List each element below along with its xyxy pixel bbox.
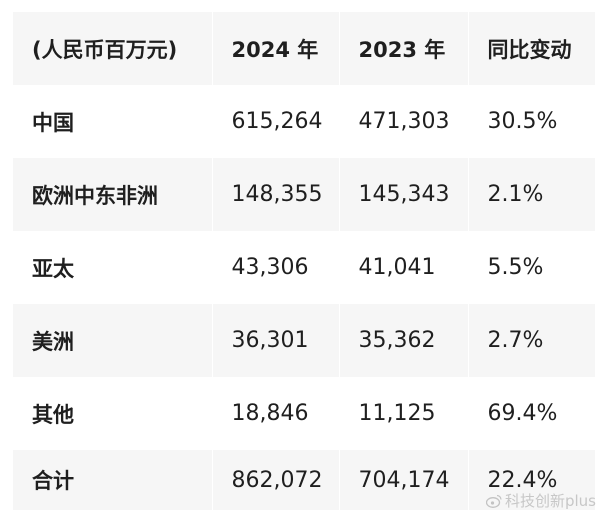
value-2023: 35,362: [339, 304, 469, 377]
value-2024: 36,301: [212, 304, 340, 377]
region-label: 美洲: [13, 304, 213, 377]
revenue-by-region-table: (人民币百万元) 2024 年 2023 年 同比变动 中国 615,264 4…: [13, 12, 595, 510]
region-label: 亚太: [13, 231, 213, 304]
watermark: 科技创新plus: [485, 490, 596, 511]
table-row-americas: 美洲 36,301 35,362 2.7%: [13, 304, 595, 377]
value-2023: 11,125: [339, 377, 469, 450]
region-label: 欧洲中东非洲: [13, 158, 213, 231]
value-2024: 148,355: [212, 158, 340, 231]
header-unit: (人民币百万元): [13, 12, 213, 85]
value-change: 22.4%: [468, 450, 595, 510]
revenue-table-container: (人民币百万元) 2024 年 2023 年 同比变动 中国 615,264 4…: [13, 12, 595, 510]
table-header-row: (人民币百万元) 2024 年 2023 年 同比变动: [13, 12, 595, 85]
value-2023: 471,303: [339, 85, 469, 158]
value-2023: 41,041: [339, 231, 469, 304]
value-2024: 862,072: [212, 450, 340, 510]
table-row-china: 中国 615,264 471,303 30.5%: [13, 85, 595, 158]
table-row-other: 其他 18,846 11,125 69.4%: [13, 377, 595, 450]
header-yoy-change: 同比变动: [468, 12, 595, 85]
value-change: 2.7%: [468, 304, 595, 377]
region-label: 其他: [13, 377, 213, 450]
value-2023: 145,343: [339, 158, 469, 231]
value-change: 30.5%: [468, 85, 595, 158]
value-2024: 43,306: [212, 231, 340, 304]
table-row-apac: 亚太 43,306 41,041 5.5%: [13, 231, 595, 304]
header-2023: 2023 年: [339, 12, 469, 85]
watermark-text: 科技创新plus: [504, 492, 596, 510]
value-change: 5.5%: [468, 231, 595, 304]
table-row-total: 合计 862,072 704,174 22.4%: [13, 450, 595, 510]
header-2024: 2024 年: [212, 12, 340, 85]
weibo-icon: [485, 494, 502, 508]
value-change: 69.4%: [468, 377, 595, 450]
value-2024: 615,264: [212, 85, 340, 158]
value-2023: 704,174: [339, 450, 469, 510]
value-2024: 18,846: [212, 377, 340, 450]
table-row-emea: 欧洲中东非洲 148,355 145,343 2.1%: [13, 158, 595, 231]
value-change: 2.1%: [468, 158, 595, 231]
region-label: 合计: [13, 450, 213, 510]
region-label: 中国: [13, 85, 213, 158]
